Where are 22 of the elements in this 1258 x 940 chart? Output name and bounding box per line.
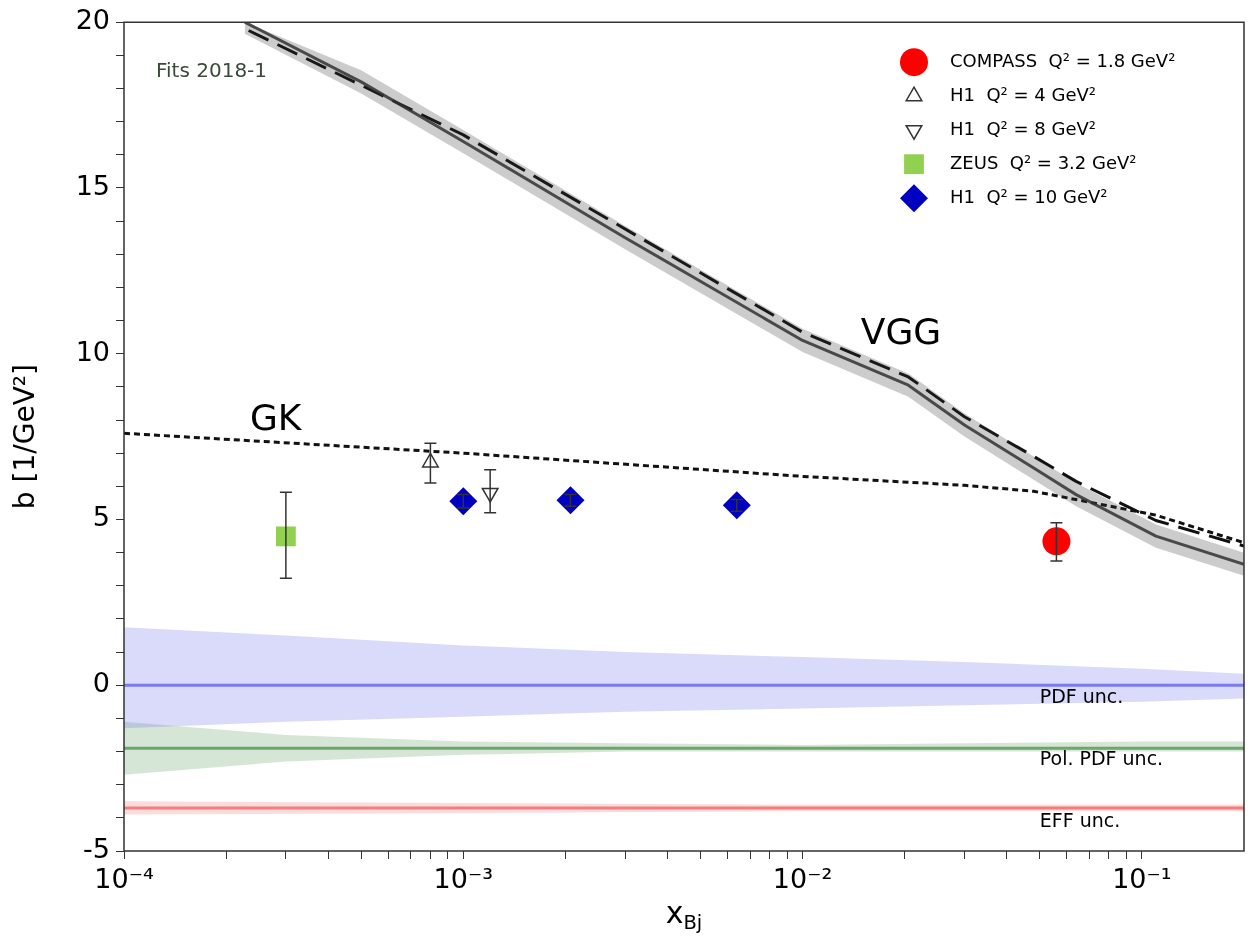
legend-label: H1 Q² = 8 GeV² <box>950 117 1097 139</box>
legend-label: H1 Q² = 4 GeV² <box>950 83 1097 105</box>
x-tick-label: 10⁻³ <box>433 863 494 895</box>
y-tick-label: 20 <box>75 4 110 36</box>
y-tick-label: 0 <box>92 667 110 699</box>
x-tick-label: 10⁻¹ <box>1112 863 1172 895</box>
legend-label: COMPASS Q² = 1.8 GeV² <box>950 49 1176 71</box>
legend-label: H1 Q² = 10 GeV² <box>950 185 1108 207</box>
y-tick-label: 10 <box>75 335 110 367</box>
y-tick-label: 15 <box>75 169 110 201</box>
legend-label: ZEUS Q² = 3.2 GeV² <box>950 151 1137 173</box>
annotation: EFF unc. <box>1039 808 1121 831</box>
y-axis-title: b [1/GeV²] <box>8 364 42 510</box>
y-tick-label: -5 <box>83 833 110 865</box>
annotation: PDF unc. <box>1039 685 1124 708</box>
y-tick-label: 5 <box>92 501 110 533</box>
annotation: GK <box>249 396 303 438</box>
annotation: Fits 2018-1 <box>156 58 268 83</box>
x-tick-label: 10⁻² <box>772 863 833 895</box>
annotation: VGG <box>860 310 942 352</box>
annotation: Pol. PDF unc. <box>1039 747 1164 770</box>
x-tick-label: 10⁻⁴ <box>94 863 154 895</box>
